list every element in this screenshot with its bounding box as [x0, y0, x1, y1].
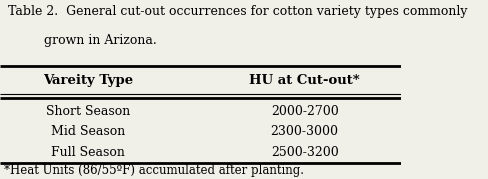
Text: Full Season: Full Season: [51, 146, 125, 159]
Text: Vareity Type: Vareity Type: [43, 74, 133, 87]
Text: Table 2.  General cut-out occurrences for cotton variety types commonly: Table 2. General cut-out occurrences for…: [8, 5, 467, 18]
Text: 2000-2700: 2000-2700: [270, 105, 338, 118]
Text: 2500-3200: 2500-3200: [270, 146, 338, 159]
Text: Mid Season: Mid Season: [51, 125, 125, 138]
Text: grown in Arizona.: grown in Arizona.: [44, 34, 157, 47]
Text: Short Season: Short Season: [46, 105, 130, 118]
Text: HU at Cut-out*: HU at Cut-out*: [249, 74, 359, 87]
Text: *Heat Units (86/55ºF) accumulated after planting.: *Heat Units (86/55ºF) accumulated after …: [4, 165, 304, 177]
Text: 2300-3000: 2300-3000: [270, 125, 338, 138]
